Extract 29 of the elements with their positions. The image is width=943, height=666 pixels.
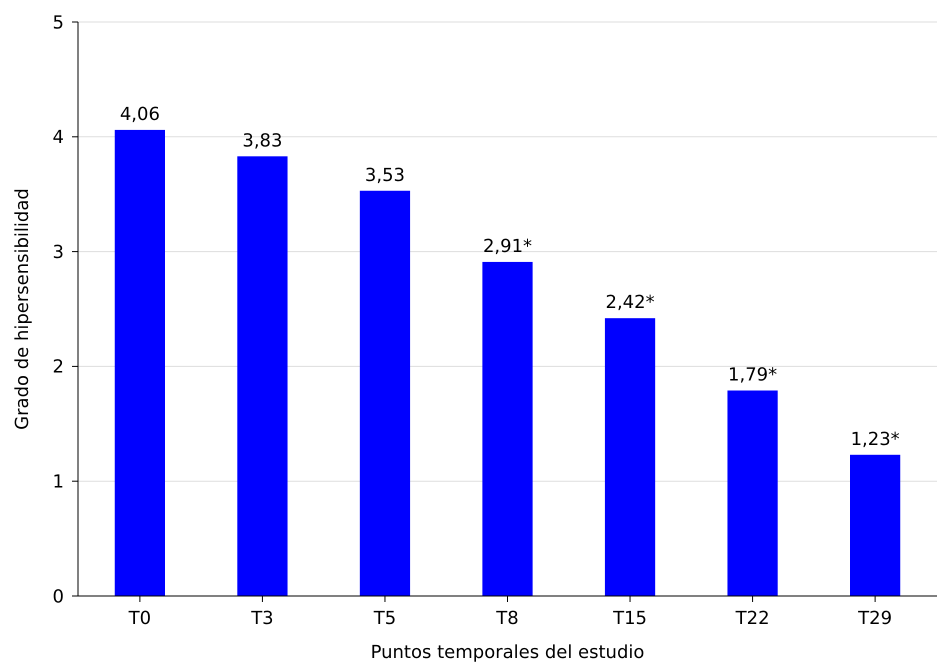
y-tick-label: 1: [52, 472, 64, 492]
data-label: 1,23*: [850, 428, 900, 450]
x-tick-label: T5: [372, 608, 396, 629]
x-tick-label: T3: [250, 608, 274, 629]
data-label: 3,83: [242, 130, 282, 152]
data-label: 3,53: [364, 164, 405, 186]
data-label: 2,91*: [482, 236, 532, 257]
data-label: 2,42*: [606, 292, 655, 314]
bar: [360, 190, 410, 596]
y-tick-label: 0: [52, 586, 64, 608]
y-axis-title: Grado de hipersensibilidad: [12, 188, 33, 430]
y-tick-label: 4: [52, 127, 64, 148]
x-tick-label: T29: [857, 608, 892, 629]
bar: [114, 130, 166, 596]
bar: [604, 318, 656, 596]
x-tick-label: T22: [734, 608, 770, 629]
x-tick-label: T8: [495, 608, 519, 629]
data-label: 1,79*: [728, 364, 778, 386]
bar: [482, 262, 533, 596]
y-tick-label: 5: [52, 12, 64, 34]
bar: [727, 390, 778, 596]
bar: [237, 156, 288, 596]
data-label: 4,06: [120, 104, 160, 125]
y-tick-label: 3: [52, 242, 64, 263]
x-tick-label: T15: [612, 608, 647, 629]
y-tick-label: 2: [52, 356, 64, 378]
x-axis-title: Puntos temporales del estudio: [370, 642, 644, 663]
x-tick-label: T0: [128, 608, 152, 629]
bar: [850, 454, 900, 596]
